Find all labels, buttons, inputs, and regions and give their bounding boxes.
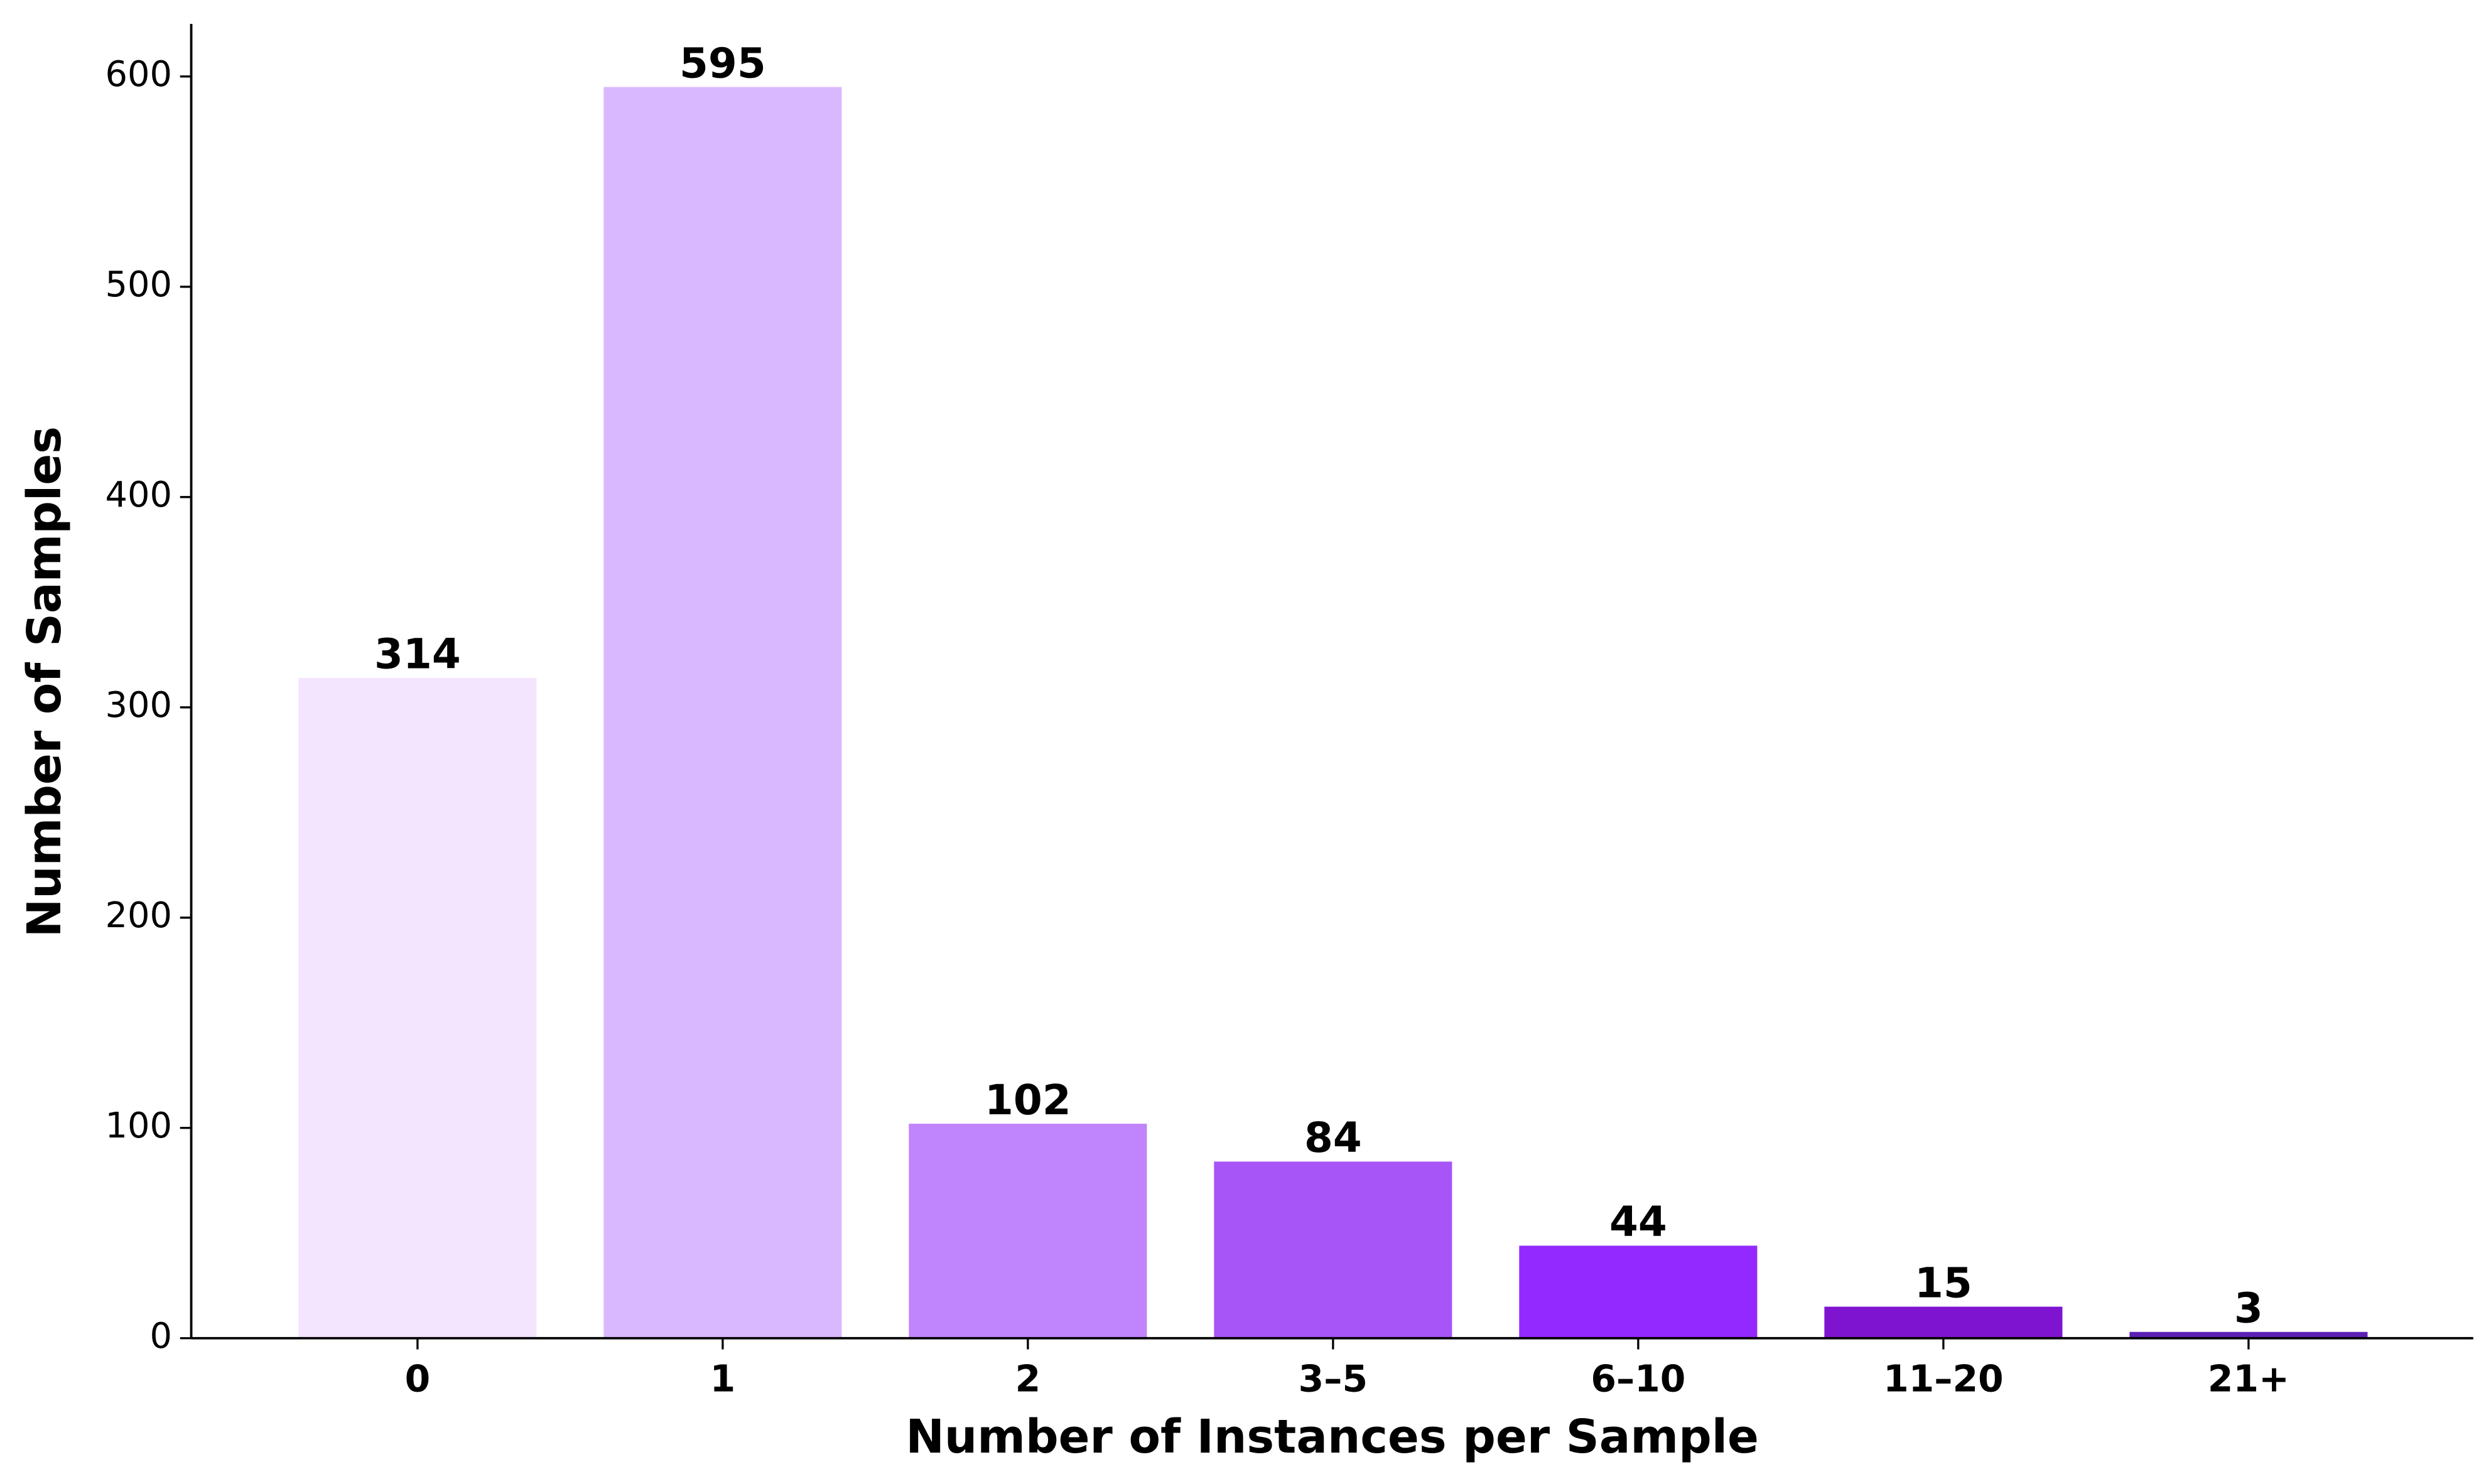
x-tick-label: 11–20 — [1883, 1357, 2004, 1400]
value-label: 84 — [1304, 1114, 1362, 1162]
x-tick-label: 1 — [710, 1357, 736, 1400]
bar — [1519, 1245, 1758, 1338]
y-tick-label: 200 — [105, 895, 173, 936]
value-label: 314 — [374, 630, 461, 679]
x-axis-label: Number of Instances per Sample — [905, 1411, 1759, 1464]
y-tick-label: 100 — [105, 1105, 173, 1146]
x-tick-label: 6–10 — [1591, 1357, 1685, 1400]
bar — [1824, 1306, 2063, 1338]
bar — [909, 1124, 1147, 1338]
x-tick-label: 0 — [405, 1357, 431, 1400]
bar — [603, 87, 842, 1338]
value-label: 595 — [679, 39, 766, 87]
bar — [1214, 1161, 1452, 1338]
value-label: 102 — [985, 1076, 1071, 1124]
x-tick-label: 21+ — [2208, 1357, 2289, 1400]
value-label: 3 — [2234, 1284, 2263, 1333]
y-tick-label: 400 — [105, 475, 173, 515]
y-tick-label: 0 — [150, 1316, 173, 1357]
value-label: 44 — [1609, 1198, 1667, 1246]
x-tick-label: 2 — [1015, 1357, 1041, 1400]
x-tick-label: 3–5 — [1299, 1357, 1368, 1400]
bar — [2129, 1331, 2368, 1338]
value-label: 15 — [1915, 1259, 1972, 1307]
y-axis-label: Number of Samples — [18, 426, 72, 937]
y-tick-label: 300 — [105, 685, 173, 726]
y-tick-label: 500 — [105, 264, 173, 305]
bar — [298, 677, 537, 1338]
y-tick-label: 600 — [105, 54, 173, 95]
